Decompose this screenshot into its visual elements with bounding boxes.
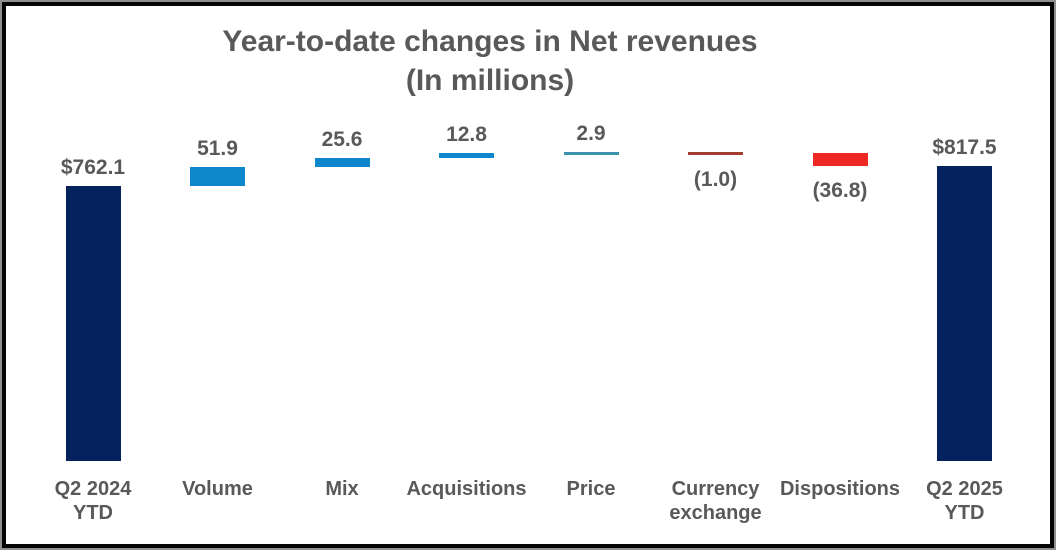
value-label-mix: 25.6 bbox=[321, 128, 363, 152]
value-label-dispositions: (36.8) bbox=[812, 179, 868, 202]
category-label-acquisitions: Acquisitions bbox=[406, 478, 527, 500]
bar-dispositions bbox=[812, 152, 868, 166]
category-label-q2-2024-ytd: Q2 2024 YTD bbox=[54, 478, 132, 524]
bar-acquisitions bbox=[439, 153, 494, 159]
value-label-volume: 51.9 bbox=[197, 137, 238, 161]
category-label-dispositions: Dispositions bbox=[779, 478, 900, 500]
value-label-price: 2.9 bbox=[576, 122, 606, 146]
bar-price bbox=[563, 152, 619, 156]
value-label-acquisitions: 12.8 bbox=[446, 123, 487, 147]
value-label-q2-2025-ytd: $817.5 bbox=[932, 136, 997, 160]
category-label-currency-exchange: Currency exchange bbox=[669, 478, 762, 524]
bar-mix bbox=[314, 158, 370, 168]
value-label-currency-exchange: (1.0) bbox=[693, 168, 738, 192]
category-label-mix: Mix bbox=[325, 478, 359, 500]
bar-q2-2024-ytd bbox=[65, 186, 121, 461]
category-label-price: Price bbox=[566, 478, 616, 500]
chart-title-line1: Year-to-date changes in Net revenues bbox=[222, 25, 758, 58]
bar-q2-2025-ytd bbox=[937, 166, 992, 461]
value-label-q2-2024-ytd: $762.1 bbox=[60, 156, 126, 179]
chart-title: Year-to-date changes in Net revenues (In… bbox=[2, 22, 980, 100]
category-label-q2-2025-ytd: Q2 2025 YTD bbox=[926, 478, 1003, 524]
chart-title-line2: (In millions) bbox=[405, 64, 575, 97]
category-label-volume: Volume bbox=[182, 478, 253, 500]
bar-volume bbox=[190, 167, 245, 186]
bar-currency-exchange bbox=[688, 152, 743, 156]
